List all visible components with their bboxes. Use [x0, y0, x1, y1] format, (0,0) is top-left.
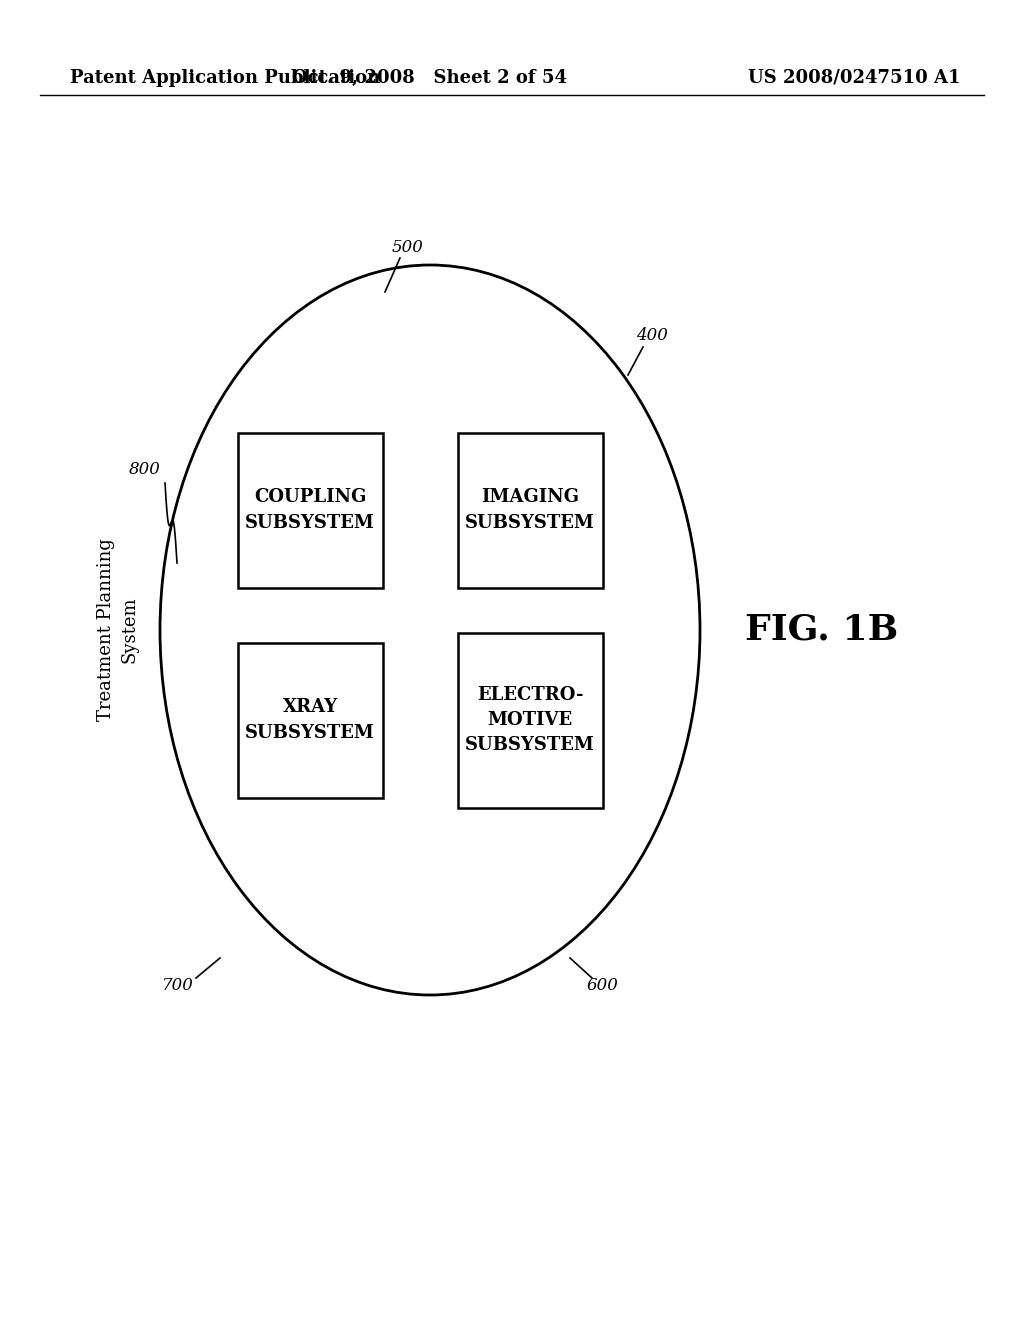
Bar: [238, 433, 383, 587]
Text: FIG. 1B: FIG. 1B: [745, 612, 898, 647]
Text: 400: 400: [636, 326, 668, 343]
Text: Patent Application Publication: Patent Application Publication: [70, 69, 380, 87]
Text: 600: 600: [586, 977, 617, 994]
Bar: [458, 433, 602, 587]
Bar: [238, 643, 383, 797]
Text: 700: 700: [162, 977, 194, 994]
Text: 800: 800: [129, 462, 161, 479]
Text: US 2008/0247510 A1: US 2008/0247510 A1: [748, 69, 961, 87]
Text: Oct. 9, 2008   Sheet 2 of 54: Oct. 9, 2008 Sheet 2 of 54: [293, 69, 567, 87]
Text: COUPLING
SUBSYSTEM: COUPLING SUBSYSTEM: [245, 488, 375, 532]
Bar: [458, 632, 602, 808]
Text: IMAGING
SUBSYSTEM: IMAGING SUBSYSTEM: [465, 488, 595, 532]
Text: ELECTRO-
MOTIVE
SUBSYSTEM: ELECTRO- MOTIVE SUBSYSTEM: [465, 686, 595, 754]
Text: XRAY
SUBSYSTEM: XRAY SUBSYSTEM: [245, 698, 375, 742]
Text: 500: 500: [392, 239, 424, 256]
Text: Treatment Planning
System: Treatment Planning System: [97, 539, 139, 722]
